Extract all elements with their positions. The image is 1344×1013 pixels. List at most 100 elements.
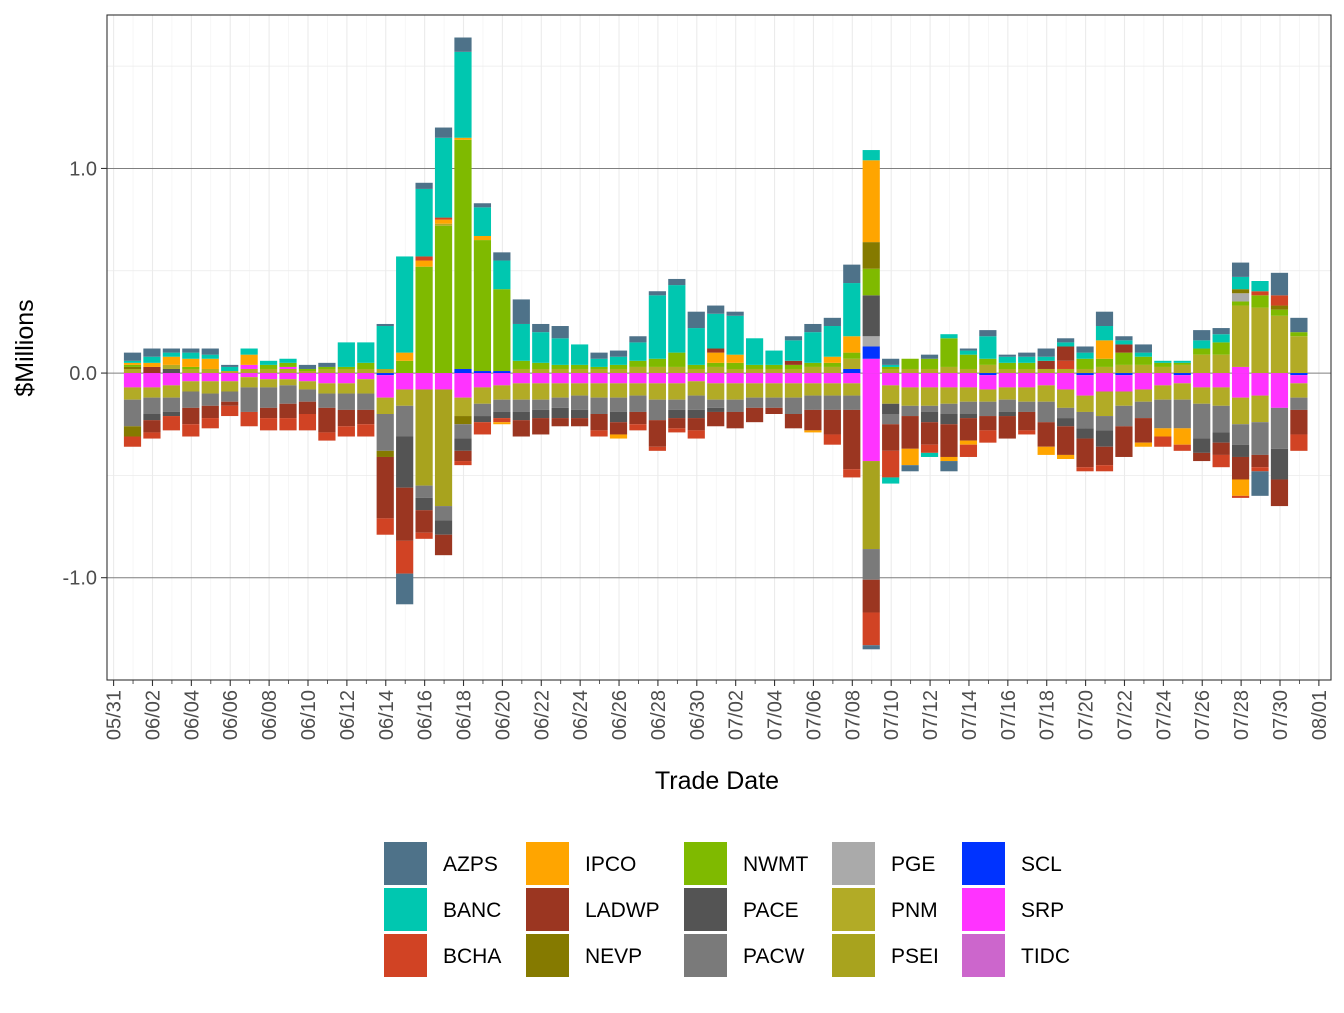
bar-segment-pacw	[687, 395, 705, 410]
bar-segment-banc	[473, 207, 492, 236]
bar-segment-banc	[357, 342, 375, 363]
bar-segment-bcha	[143, 432, 161, 439]
bar-segment-azps	[726, 311, 744, 316]
bar-segment-pnm	[201, 381, 219, 394]
bar-segment-pnm	[337, 368, 355, 374]
x-tick-label: 07/12	[920, 690, 942, 740]
bar-segment-ladwp	[784, 360, 803, 365]
bar-segment-bcha	[182, 424, 200, 437]
x-tick-label: 06/30	[687, 690, 709, 740]
bar-segment-azps	[1134, 344, 1152, 353]
bar-segment-azps	[707, 305, 725, 314]
legend-item-srp: SRP	[962, 888, 1064, 931]
bar-segment-pacw	[979, 401, 997, 417]
bar-segment-nwmt	[998, 362, 1016, 369]
bar-segment-pacw	[1134, 401, 1152, 419]
bar-segment-pacw	[123, 399, 142, 427]
x-tick-label: 07/14	[959, 690, 981, 740]
x-tick-label: 06/26	[609, 690, 631, 740]
bar-segment-ladwp	[1057, 426, 1075, 455]
bar-segment-pacw	[1251, 422, 1269, 455]
legend-item-nevp: NEVP	[526, 934, 642, 977]
legend-swatch	[684, 888, 727, 931]
bar-segment-azps	[998, 354, 1016, 357]
bar-segment-pace	[162, 368, 180, 374]
bar-segment-pace	[493, 411, 511, 419]
bar-segment-ladwp	[201, 405, 219, 419]
bar-segment-ladwp	[318, 407, 336, 433]
bar-segment-srp	[415, 373, 433, 390]
bar-segment-bcha	[415, 532, 433, 539]
bar-segment-pnm	[123, 387, 142, 400]
bar-segment-azps	[1212, 328, 1230, 335]
bar-segment-banc	[765, 350, 783, 365]
bar-segment-azps	[162, 348, 180, 353]
bar-segment-nwmt	[862, 268, 880, 296]
bar-segment-azps	[901, 465, 919, 472]
bar-segment-pnm	[162, 385, 180, 398]
bar-segment-ladwp	[434, 534, 453, 556]
bar-segment-banc	[1193, 340, 1211, 349]
bar-segment-pnm	[629, 366, 647, 374]
bar-segment-pnm	[1173, 383, 1191, 400]
bar-segment-pnm	[940, 387, 958, 404]
bar-segment-pnm	[1076, 395, 1094, 412]
bar-segment-pacw	[1290, 397, 1308, 410]
bar-segment-pnm	[979, 364, 997, 374]
bar-segment-bcha	[376, 518, 394, 535]
bar-segment-srp	[707, 373, 725, 384]
bar-segment-pge	[862, 336, 880, 347]
bar-segment-srp	[240, 364, 258, 369]
bar-segment-pnm	[707, 383, 725, 400]
bar-segment-ladwp	[901, 416, 919, 449]
bar-segment-banc	[1018, 356, 1036, 363]
bar-segment-bcha	[279, 418, 297, 431]
bar-segment-scl	[862, 346, 880, 359]
bar-segment-bcha	[1231, 495, 1250, 498]
bar-segment-banc	[376, 326, 394, 369]
bar-segment-pnm	[765, 368, 783, 374]
bar-segment-nwmt	[1173, 362, 1191, 365]
bar-segment-pacw	[590, 397, 608, 414]
bar-segment-pnm	[882, 368, 900, 374]
bar-segment-banc	[823, 326, 841, 357]
bar-segment-banc	[221, 366, 239, 372]
bar-segment-pnm	[843, 358, 861, 369]
bar-segment-pnm	[1018, 387, 1036, 402]
bar-segment-banc	[862, 150, 880, 161]
bar-segment-srp	[1076, 375, 1094, 396]
bar-segment-banc	[1095, 326, 1114, 341]
bar-segment-azps	[1251, 471, 1269, 496]
bar-segment-pacw	[162, 397, 180, 412]
bar-segment-ladwp	[1290, 409, 1308, 435]
bar-segment-ipco	[1134, 442, 1152, 447]
bar-segment-ladwp	[745, 407, 764, 423]
bar-segment-bcha	[979, 430, 997, 443]
x-tick-label: 06/08	[259, 690, 281, 740]
bar-segment-banc	[920, 452, 939, 457]
bar-segment-pnm	[998, 368, 1016, 374]
bar-segment-pnm	[1290, 383, 1308, 398]
bar-segment-srp	[357, 373, 375, 380]
bar-segment-azps	[959, 348, 978, 351]
bar-segment-nwmt	[454, 139, 472, 369]
legend-swatch	[526, 842, 569, 885]
bar-segment-banc	[279, 358, 297, 363]
bar-segment-azps	[1231, 262, 1250, 277]
bar-segment-pnm	[629, 383, 647, 396]
bar-segment-azps	[532, 323, 550, 333]
x-tick-label: 07/26	[1192, 690, 1214, 740]
bar-segment-ladwp	[959, 418, 978, 441]
bar-segment-ladwp	[998, 416, 1016, 439]
bar-segment-pacw	[415, 485, 433, 498]
bar-segment-nwmt	[473, 240, 492, 372]
legend-swatch	[832, 888, 875, 931]
bar-segment-pnm	[726, 383, 744, 400]
bar-segment-pace	[687, 409, 705, 419]
bar-segment-bcha	[201, 418, 219, 429]
bar-segment-srp	[648, 373, 666, 384]
bar-segment-nwmt	[629, 360, 647, 367]
y-tick-label: -1.0	[63, 568, 97, 590]
